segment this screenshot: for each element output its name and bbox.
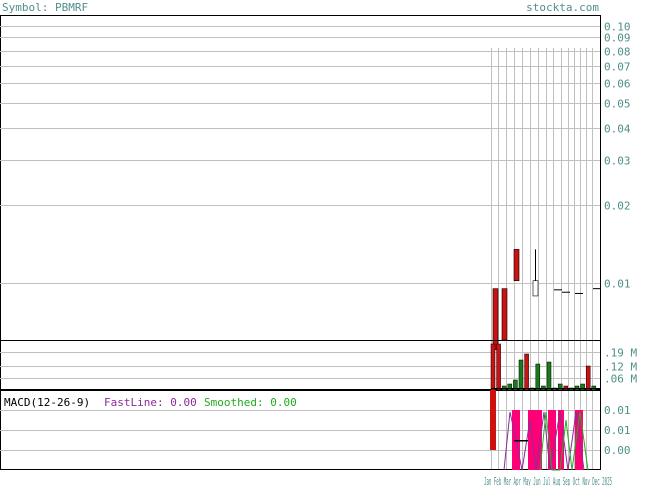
volume-bar xyxy=(585,365,591,391)
month-gridlines xyxy=(491,48,593,470)
macd-smoothed-line xyxy=(539,411,589,471)
volume-bar xyxy=(524,353,529,391)
volume-bar xyxy=(507,383,513,391)
price-tick-label: 0.04 xyxy=(604,123,631,136)
volume-bar xyxy=(580,383,585,391)
volume-bar xyxy=(518,359,524,391)
price-tick-label: 0.09 xyxy=(604,32,631,45)
price-tick-label: 0.02 xyxy=(604,200,631,213)
price-tick-label: 0.10 xyxy=(604,21,631,34)
price-axis-labels: 0.100.090.08 0.07 0.06 0.05 0.04 0.03 0.02 0.01 xyxy=(604,21,631,291)
symbol-label: Symbol: PBMRF xyxy=(2,1,88,14)
candle-body xyxy=(501,288,508,341)
price-tick-label: 0.06 xyxy=(604,78,631,91)
macd-tick-label: 0.01 xyxy=(604,424,631,437)
price-panel-frame xyxy=(0,15,601,341)
volume-axis-labels: .19 M.12 M.06 M xyxy=(604,347,637,386)
volume-bars xyxy=(490,343,600,391)
volume-tick-label: .19 M xyxy=(604,347,637,360)
macd-bar xyxy=(548,410,556,470)
candle-body xyxy=(492,288,499,351)
macd-legend-fast: FastLine: 0.00 xyxy=(104,396,197,409)
volume-bar xyxy=(490,343,496,391)
site-label[interactable]: stockta.com xyxy=(526,1,599,14)
candle-body xyxy=(532,280,539,297)
macd-tick-label: 0.01 xyxy=(604,404,631,417)
candle-body xyxy=(513,249,520,282)
volume-bar xyxy=(557,383,563,391)
volume-panel-frame xyxy=(0,340,601,390)
macd-legend-smoothed: Smoothed: 0.00 xyxy=(204,396,297,409)
volume-tick-label: .06 M xyxy=(604,373,637,386)
price-grid xyxy=(0,26,600,284)
volume-grid xyxy=(0,352,600,379)
macd-bar xyxy=(558,410,564,470)
macd-legend-name: MACD(12-26-9) xyxy=(4,396,90,409)
price-tick-label: 0.08 xyxy=(604,46,631,59)
price-tick-label: 0.05 xyxy=(604,98,631,111)
macd-bar xyxy=(575,410,583,470)
volume-bar xyxy=(546,361,552,391)
volume-bar xyxy=(496,343,501,391)
price-tick-label: 0.03 xyxy=(604,155,631,168)
macd-grid xyxy=(0,410,600,451)
macd-tick-label: 0.00 xyxy=(604,444,631,457)
price-tick-label: 0.07 xyxy=(604,61,631,74)
price-tick-label: 0.01 xyxy=(604,278,631,291)
volume-tick-label: .12 M xyxy=(604,361,637,374)
macd-fastline xyxy=(503,411,585,471)
candlestick-series xyxy=(492,249,601,351)
macd-histogram xyxy=(490,390,589,471)
macd-axis-labels: 0.01 0.01 0.00 xyxy=(604,404,631,457)
macd-bar xyxy=(490,390,496,450)
macd-zero-mark xyxy=(514,440,528,442)
volume-bar xyxy=(535,363,541,391)
x-axis-labels: Jan Feb Mar Apr May Jun Jul Aug Sep Oct … xyxy=(484,475,612,486)
